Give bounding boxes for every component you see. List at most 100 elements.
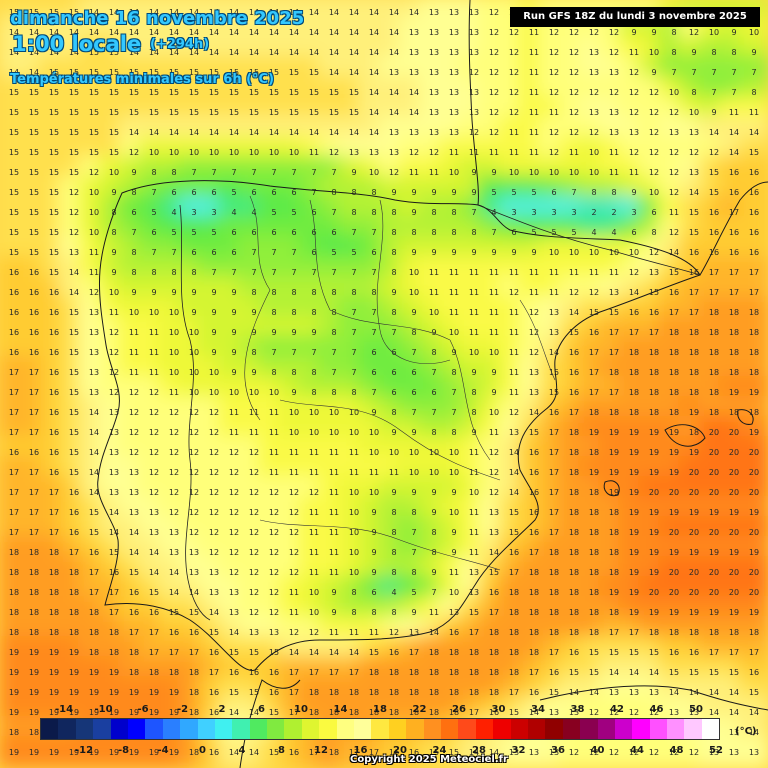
color-swatch [649, 719, 668, 739]
grid-value: 15 [709, 668, 719, 677]
grid-value: 8 [151, 168, 156, 177]
grid-value: 7 [211, 268, 216, 277]
grid-value: 14 [229, 28, 239, 37]
grid-value: 12 [189, 528, 199, 537]
grid-value: 10 [669, 88, 679, 97]
grid-value: 14 [189, 128, 199, 137]
grid-value: 16 [729, 248, 739, 257]
grid-value: 18 [609, 368, 619, 377]
grid-value: 10 [169, 308, 179, 317]
grid-value: 12 [569, 68, 579, 77]
grid-value: 10 [89, 208, 99, 217]
grid-value: 11 [629, 168, 639, 177]
grid-value: 8 [171, 168, 176, 177]
grid-value: 11 [309, 568, 319, 577]
grid-value: 9 [231, 288, 236, 297]
legend-tick-top: 26 [452, 704, 466, 715]
grid-value: 20 [669, 528, 679, 537]
grid-value: 14 [169, 568, 179, 577]
grid-value: 6 [131, 208, 136, 217]
grid-value: 9 [251, 308, 256, 317]
grid-value: 17 [549, 468, 559, 477]
grid-value: 8 [451, 428, 456, 437]
grid-value: 13 [129, 508, 139, 517]
grid-value: 11 [509, 308, 519, 317]
grid-value: 20 [729, 588, 739, 597]
grid-value: 14 [89, 428, 99, 437]
grid-value: 18 [429, 708, 439, 717]
grid-value: 11 [349, 468, 359, 477]
color-swatch [284, 719, 302, 739]
grid-value: 16 [289, 748, 299, 757]
grid-value: 18 [569, 548, 579, 557]
grid-value: 9 [631, 28, 636, 37]
color-swatch [667, 719, 685, 739]
grid-value: 18 [749, 368, 759, 377]
grid-value: 15 [209, 108, 219, 117]
grid-value: 11 [469, 288, 479, 297]
grid-value: 15 [109, 88, 119, 97]
grid-value: 18 [729, 368, 739, 377]
grid-value: 16 [69, 508, 79, 517]
grid-value: 18 [529, 588, 539, 597]
grid-value: 10 [749, 28, 759, 37]
grid-value: 14 [609, 668, 619, 677]
grid-value: 6 [331, 228, 336, 237]
color-swatch [93, 719, 111, 739]
grid-value: 12 [509, 48, 519, 57]
grid-value: 14 [89, 408, 99, 417]
grid-value: 12 [389, 628, 399, 637]
grid-value: 15 [129, 108, 139, 117]
grid-value: 14 [509, 488, 519, 497]
grid-value: 12 [229, 528, 239, 537]
grid-value: 17 [469, 628, 479, 637]
grid-value: 18 [589, 608, 599, 617]
grid-value: 11 [509, 328, 519, 337]
grid-value: 16 [29, 328, 39, 337]
grid-value: 15 [29, 88, 39, 97]
grid-value: 18 [689, 328, 699, 337]
grid-value: 18 [629, 408, 639, 417]
unit-label: (°C) [735, 726, 757, 737]
grid-value: 18 [469, 668, 479, 677]
color-swatch [354, 719, 372, 739]
grid-value: 2 [591, 208, 596, 217]
grid-value: 19 [9, 688, 19, 697]
grid-value: 15 [89, 528, 99, 537]
grid-value: 10 [189, 388, 199, 397]
legend-tick-top: 2 [218, 704, 226, 715]
grid-value: 18 [189, 668, 199, 677]
grid-value: 18 [129, 648, 139, 657]
grid-value: 14 [569, 308, 579, 317]
color-swatch [510, 719, 528, 739]
grid-value: 12 [289, 508, 299, 517]
grid-value: 18 [489, 648, 499, 657]
grid-value: 7 [271, 348, 276, 357]
grid-value: 15 [549, 388, 559, 397]
grid-value: 4 [171, 208, 176, 217]
grid-value: 12 [469, 128, 479, 137]
grid-value: 15 [69, 148, 79, 157]
grid-value: 13 [429, 88, 439, 97]
grid-value: 19 [709, 548, 719, 557]
grid-value: 8 [411, 508, 416, 517]
grid-value: 19 [689, 408, 699, 417]
grid-value: 18 [189, 688, 199, 697]
grid-value: 11 [549, 288, 559, 297]
grid-value: 10 [569, 248, 579, 257]
grid-value: 18 [489, 668, 499, 677]
grid-value: 16 [189, 628, 199, 637]
grid-value: 12 [489, 448, 499, 457]
grid-value: 19 [89, 668, 99, 677]
grid-value: 10 [589, 248, 599, 257]
grid-value: 14 [289, 48, 299, 57]
grid-value: 19 [729, 548, 739, 557]
grid-value: 19 [9, 708, 19, 717]
grid-value: 10 [369, 428, 379, 437]
grid-value: 9 [451, 528, 456, 537]
grid-value: 19 [669, 548, 679, 557]
grid-value: 14 [749, 708, 759, 717]
grid-value: 12 [149, 468, 159, 477]
grid-value: 15 [69, 328, 79, 337]
grid-value: 9 [411, 248, 416, 257]
